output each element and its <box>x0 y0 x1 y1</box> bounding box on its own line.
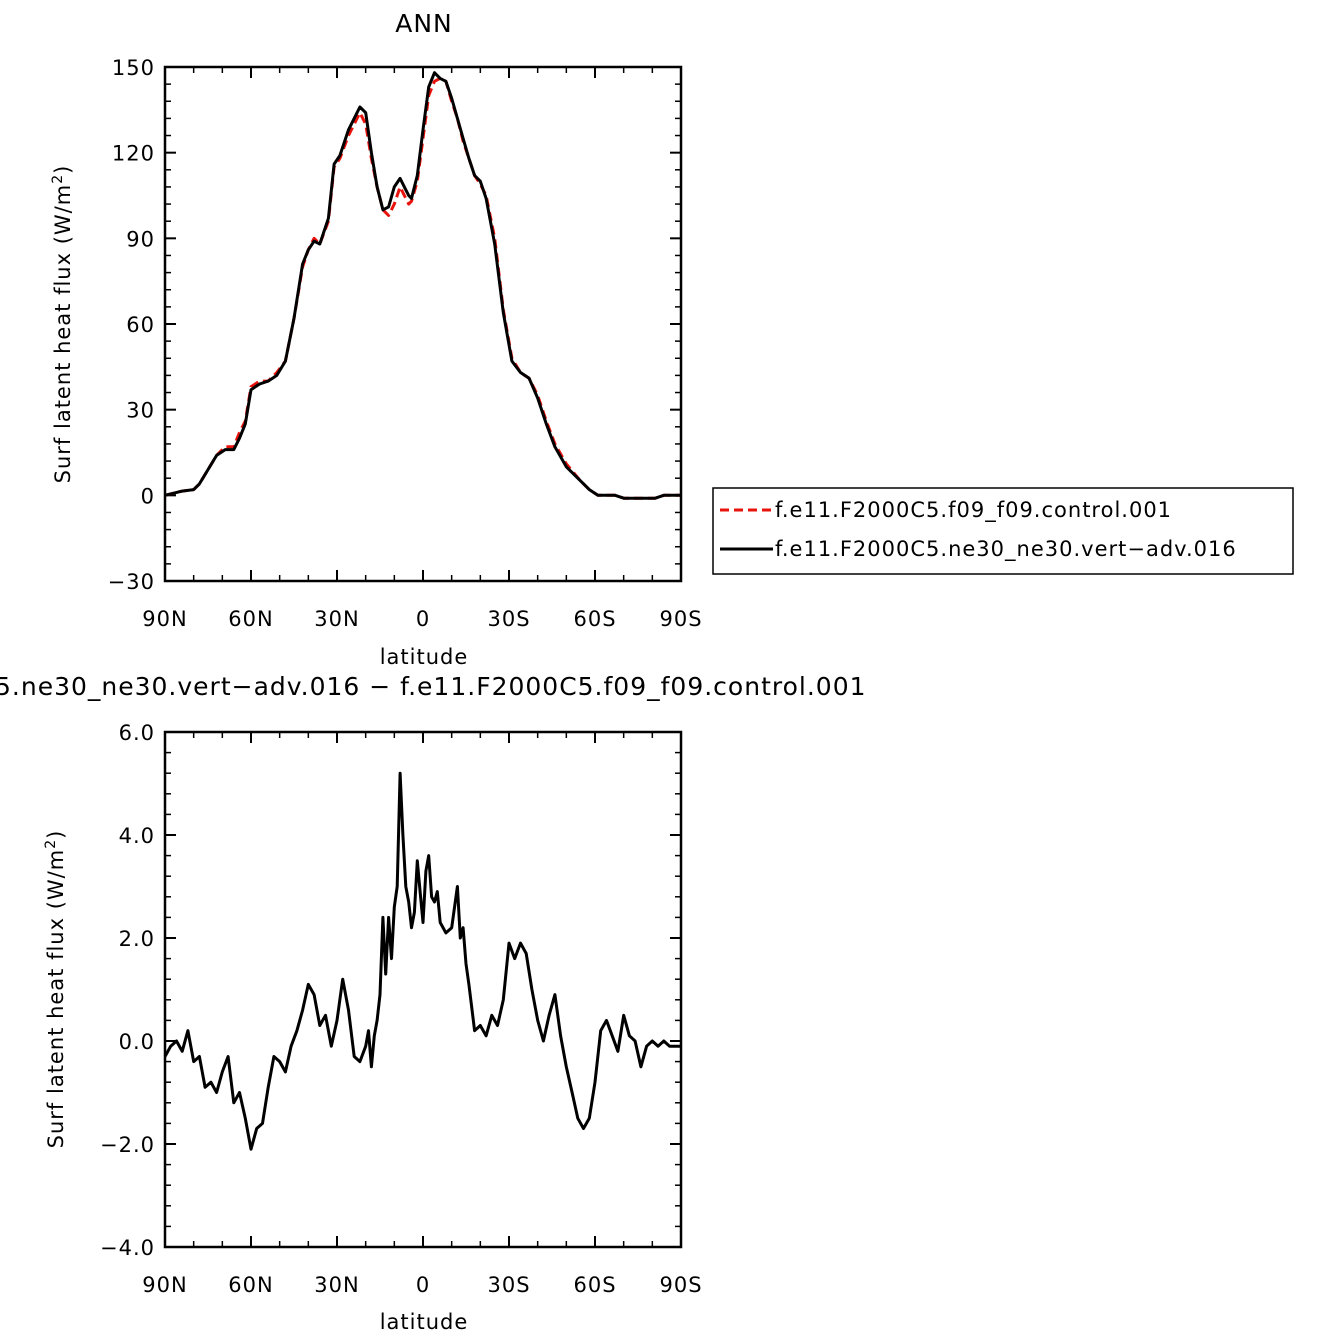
top-y-tick-label: 90 <box>126 227 155 251</box>
bottom-y-axis-title-close: ) <box>44 830 68 839</box>
bottom-y-tick-label: −4.0 <box>100 1236 155 1260</box>
legend-label-control: f.e11.F2000C5.f09_f09.control.001 <box>775 498 1172 523</box>
top-y-tick-label: 120 <box>112 142 155 166</box>
bottom-x-tick-label: 30N <box>314 1273 359 1297</box>
bottom-y-axis-title: Surf latent heat flux (W/m2) <box>43 830 68 1149</box>
top-x-tick-label: 30N <box>314 607 359 631</box>
top-plot-frame <box>163 65 683 583</box>
bottom-x-tick-label: 30S <box>487 1273 530 1297</box>
bottom-axis-ticks <box>164 731 682 1248</box>
bottom-x-tick-label: 60S <box>573 1273 616 1297</box>
top-x-tick-label: 90N <box>142 607 187 631</box>
bottom-y-axis-title-main: Surf latent heat flux (W/m <box>44 849 68 1149</box>
legend: f.e11.F2000C5.f09_f09.control.001 f.e11.… <box>712 487 1294 575</box>
bottom-y-tick-label: 4.0 <box>119 824 155 848</box>
legend-box <box>712 487 1294 575</box>
bottom-x-tick-label: 60N <box>228 1273 273 1297</box>
test-series-line <box>164 71 681 500</box>
top-series-lines <box>164 71 681 500</box>
top-y-axis-title-main: Surf latent heat flux (W/m <box>51 184 75 484</box>
top-y-axis-title-close: ) <box>51 165 75 174</box>
bottom-y-tick-labels: −4.0 −2.0 0.0 2.0 4.0 6.0 <box>100 721 155 1260</box>
top-x-tick-label: 90S <box>659 607 702 631</box>
top-x-tick-label: 60N <box>228 607 273 631</box>
bottom-y-tick-label: 2.0 <box>119 927 155 951</box>
top-y-axis-title: Surf latent heat flux (W/m2) <box>50 165 75 484</box>
top-x-axis-title: latitude <box>380 645 469 669</box>
top-y-tick-label: 0 <box>141 484 155 508</box>
bottom-panel: 5.ne30_ne30.vert−adv.016 − f.e11.F2000C5… <box>0 672 867 1334</box>
bottom-x-tick-labels: 90N 60N 30N 0 30S 60S 90S <box>142 1273 702 1297</box>
difference-line <box>163 771 681 1151</box>
bottom-x-tick-label: 90N <box>142 1273 187 1297</box>
top-y-tick-label: 60 <box>126 313 155 337</box>
bottom-y-tick-label: 0.0 <box>119 1030 155 1054</box>
top-x-tick-label: 60S <box>573 607 616 631</box>
bottom-y-axis-title-sup: 2 <box>43 839 59 849</box>
bottom-series-lines <box>163 771 681 1151</box>
bottom-plot-frame <box>163 730 683 1249</box>
legend-label-test: f.e11.F2000C5.ne30_ne30.vert−adv.016 <box>775 537 1237 562</box>
top-x-tick-label: 0 <box>416 607 430 631</box>
top-panel: ANN −30 0 30 60 90 120 150 90N 60N 30N 0 30S 60S 90S… <box>50 9 702 669</box>
top-x-tick-labels: 90N 60N 30N 0 30S 60S 90S <box>142 607 702 631</box>
top-plot-title: ANN <box>395 9 453 38</box>
bottom-x-tick-label: 0 <box>416 1273 430 1297</box>
bottom-x-tick-label: 90S <box>659 1273 702 1297</box>
top-y-tick-label: 150 <box>112 56 155 80</box>
bottom-plot-title: 5.ne30_ne30.vert−adv.016 − f.e11.F2000C5… <box>0 672 867 701</box>
top-y-tick-label: −30 <box>108 570 155 594</box>
top-y-tick-labels: −30 0 30 60 90 120 150 <box>108 56 155 594</box>
bottom-y-tick-label: 6.0 <box>119 721 155 745</box>
top-x-tick-label: 30S <box>487 607 530 631</box>
bottom-x-axis-title: latitude <box>380 1310 469 1334</box>
top-y-axis-title-sup: 2 <box>50 174 66 184</box>
top-y-tick-label: 30 <box>126 399 155 423</box>
bottom-y-tick-label: −2.0 <box>100 1133 155 1157</box>
